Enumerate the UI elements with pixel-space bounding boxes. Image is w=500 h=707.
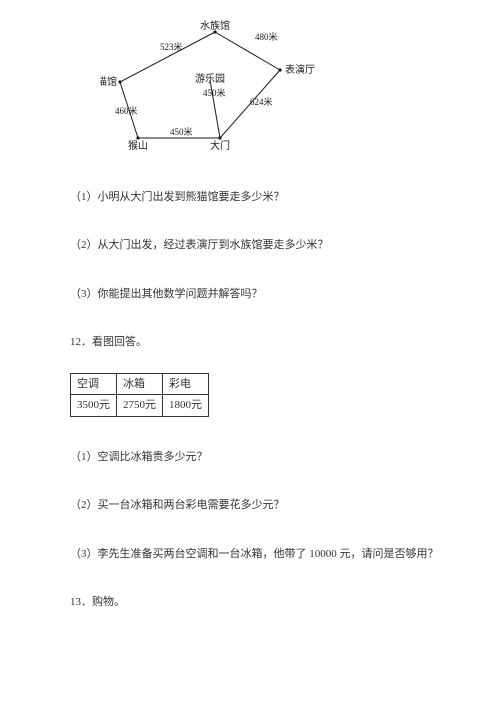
q13-heading: 13．购物。 bbox=[70, 594, 440, 611]
table-header-row: 空调 冰箱 彩电 bbox=[71, 373, 209, 395]
col-ac: 空调 bbox=[71, 373, 117, 395]
svg-text:大门: 大门 bbox=[210, 139, 230, 152]
svg-text:表演厅: 表演厅 bbox=[285, 63, 315, 76]
svg-text:熊猫馆: 熊猫馆 bbox=[100, 75, 117, 88]
svg-text:624米: 624米 bbox=[250, 96, 273, 107]
svg-text:游乐园: 游乐园 bbox=[195, 72, 225, 85]
col-fridge: 冰箱 bbox=[117, 373, 163, 395]
q12-heading: 12．看图回答。 bbox=[70, 334, 440, 351]
price-ac: 3500元 bbox=[71, 395, 117, 417]
svg-text:猴山: 猴山 bbox=[128, 139, 148, 152]
q11-2: （2）从大门出发，经过表演厅到水族馆要走多少米？ bbox=[70, 237, 440, 254]
price-table: 空调 冰箱 彩电 3500元 2750元 1800元 bbox=[70, 373, 209, 417]
q12-1: （1）空调比冰箱贵多少元？ bbox=[70, 449, 440, 466]
table-row: 3500元 2750元 1800元 bbox=[71, 395, 209, 417]
price-tv: 1800元 bbox=[163, 395, 209, 417]
q12-3: （3）李先生准备买两台空调和一台冰箱，他带了 10000 元，请问是否够用？ bbox=[70, 546, 440, 563]
svg-text:450米: 450米 bbox=[170, 126, 193, 137]
q12-2: （2）买一台冰箱和两台彩电需要花多少元？ bbox=[70, 497, 440, 514]
svg-text:450米: 450米 bbox=[203, 87, 226, 98]
svg-text:523米: 523米 bbox=[160, 41, 183, 52]
q11-3: （3）你能提出其他数学问题并解答吗？ bbox=[70, 286, 440, 303]
svg-text:480米: 480米 bbox=[255, 31, 278, 42]
q11-1: （1）小明从大门出发到熊猫馆要走多少米？ bbox=[70, 189, 440, 206]
svg-text:水族馆: 水族馆 bbox=[200, 20, 230, 32]
map-diagram: 523米 480米 450米 624米 460米 450米 水族馆表演厅熊猫馆 游乐园猴山 大门 bbox=[100, 20, 440, 161]
svg-text:460米: 460米 bbox=[115, 105, 138, 116]
price-fridge: 2750元 bbox=[117, 395, 163, 417]
col-tv: 彩电 bbox=[163, 373, 209, 395]
diagram-svg: 523米 480米 450米 624米 460米 450米 水族馆表演厅熊猫馆 游乐园猴山 大门 bbox=[100, 20, 320, 155]
